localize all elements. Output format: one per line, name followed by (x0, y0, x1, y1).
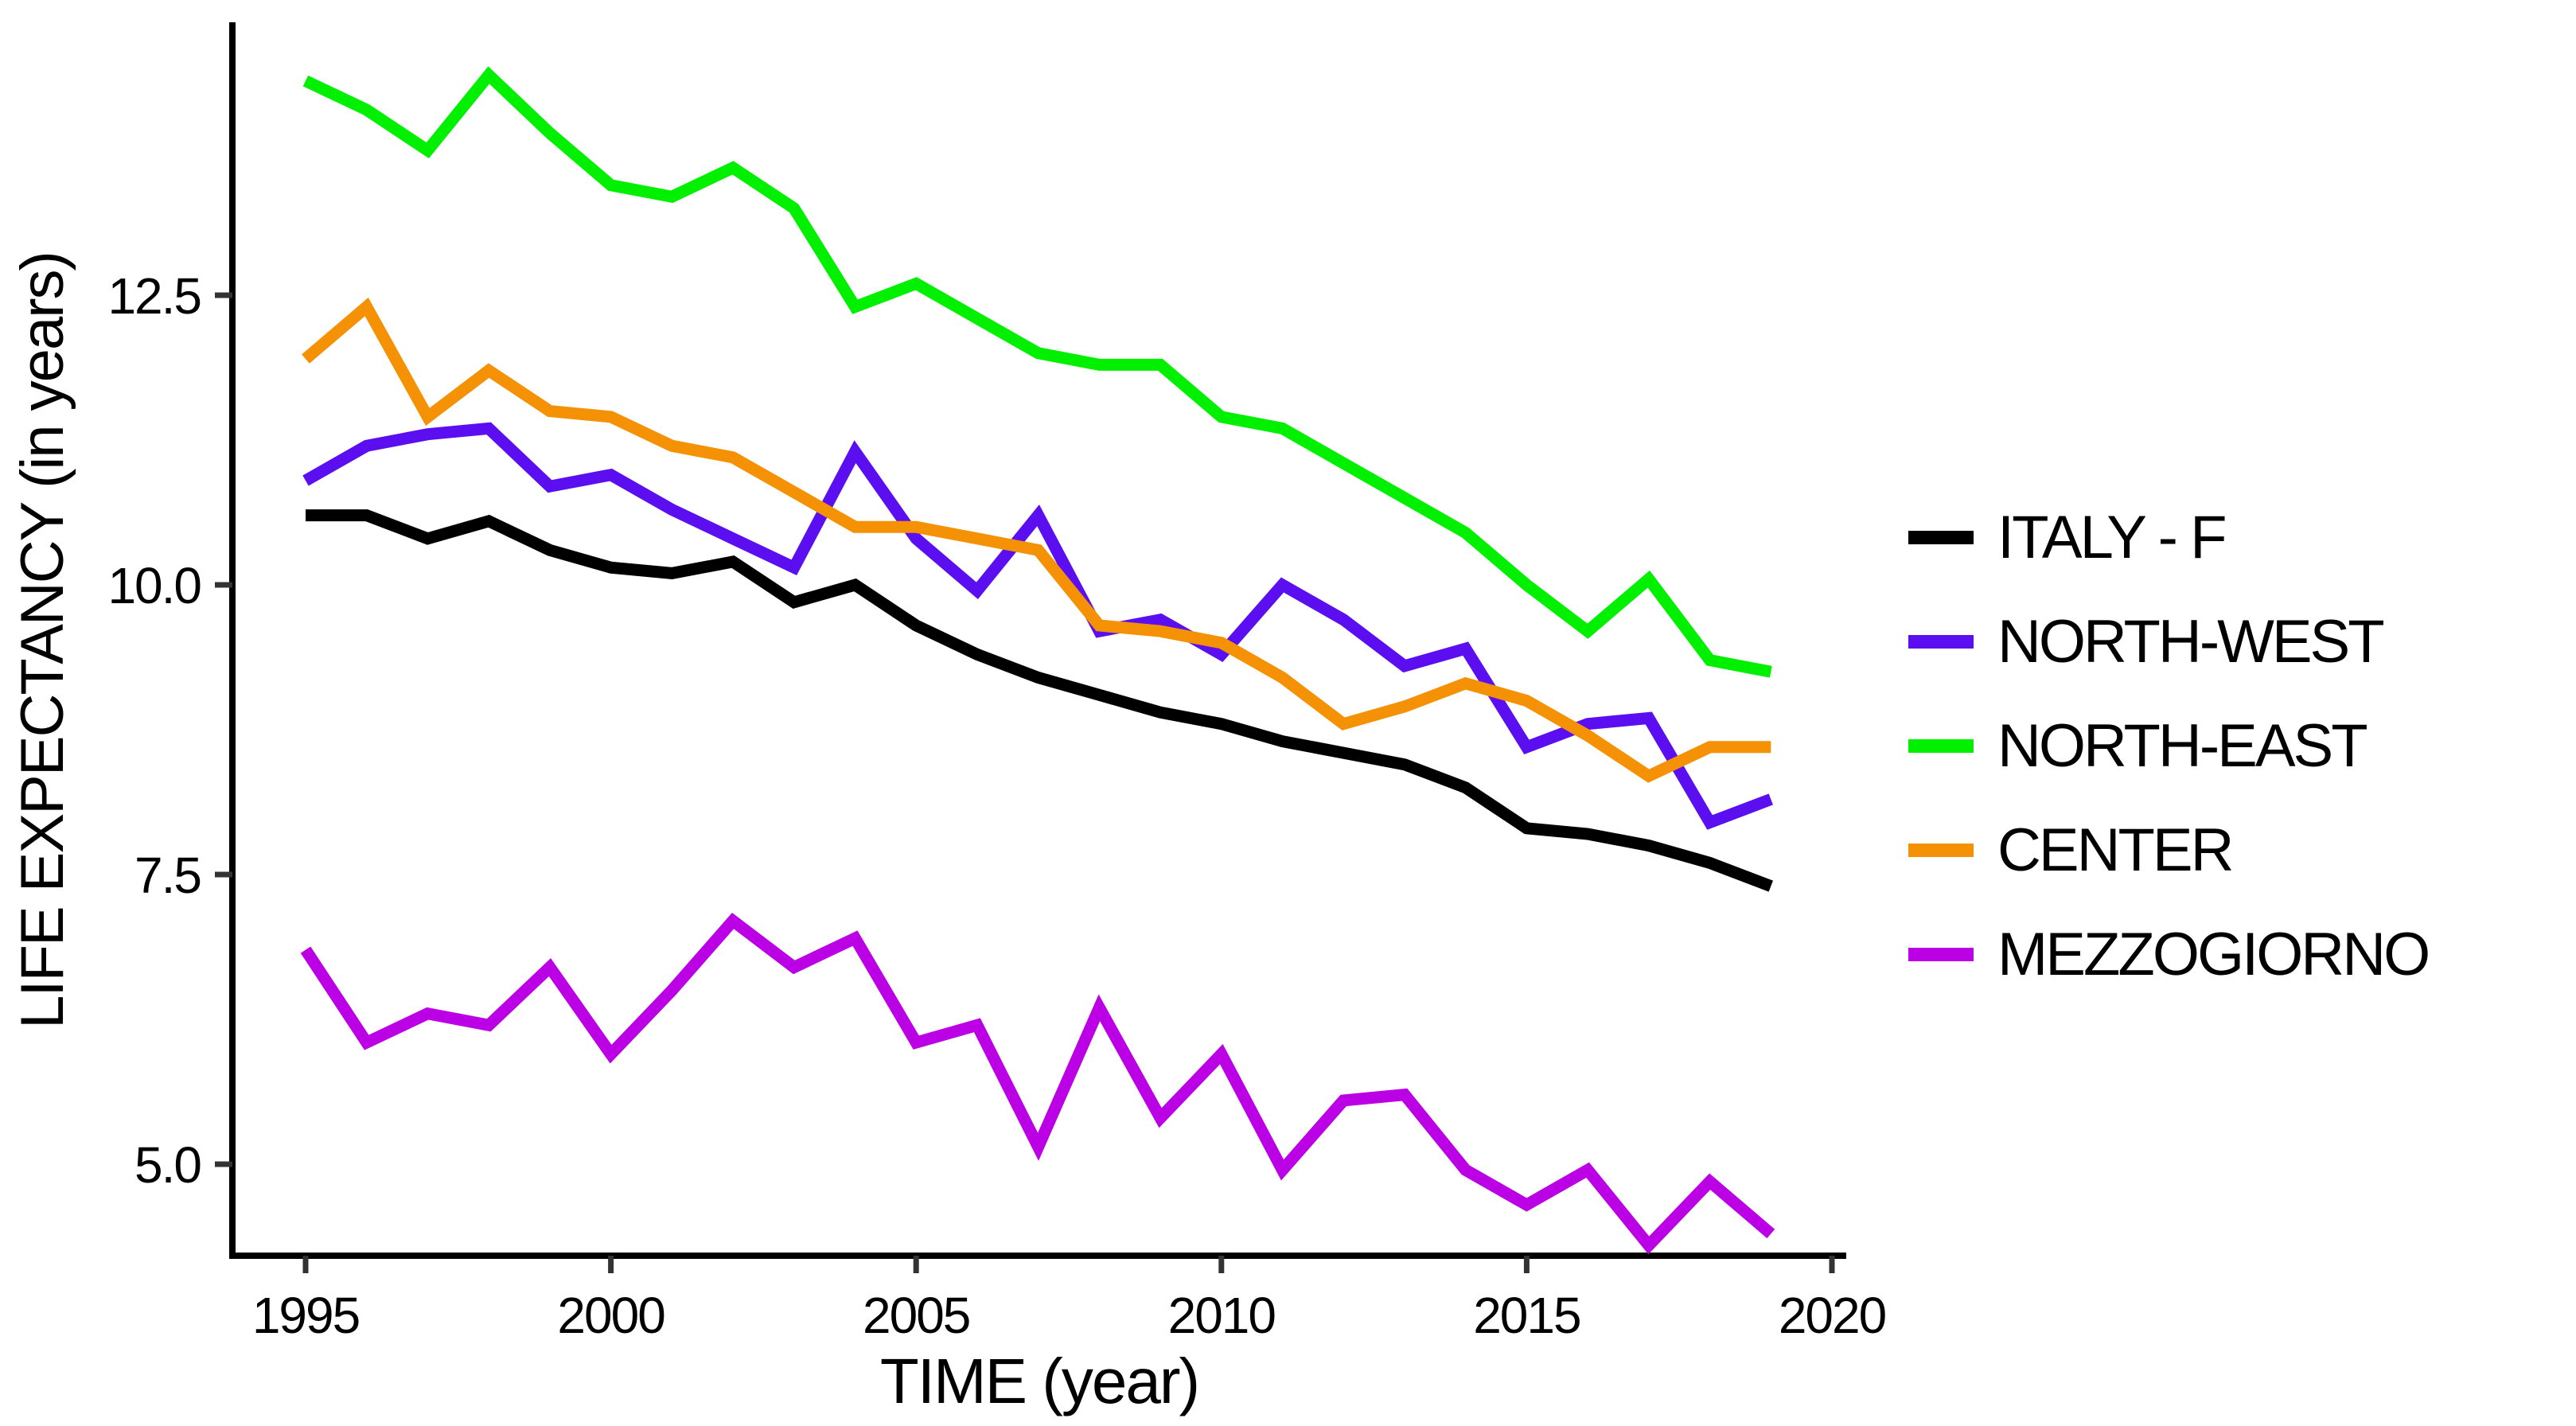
legend-key-swatch (1908, 844, 1974, 857)
series-line-italy-f (306, 509, 1773, 892)
legend: ITALY - F NORTH-WEST NORTH-EAST CENTER M… (1908, 485, 2430, 1007)
legend-key-swatch (1908, 739, 1974, 753)
legend-item: NORTH-WEST (1908, 590, 2428, 694)
legend-key-swatch (1908, 948, 1974, 961)
x-tick-label: 2010 (1168, 1287, 1276, 1344)
x-tick-label: 2020 (1779, 1287, 1886, 1344)
series-lines (300, 66, 1775, 1255)
x-tick-label: 2015 (1473, 1287, 1580, 1344)
axis-tick-labels: 1995 2000 2005 2010 2015 2020 5.0 7.5 10.0 12.5 (107, 267, 1887, 1344)
legend-item: NORTH-EAST (1908, 694, 2428, 798)
legend-item-label: NORTH-WEST (1997, 608, 2385, 676)
legend-key-swatch (1908, 531, 1974, 544)
y-tick-label: 5.0 (134, 1136, 201, 1194)
legend-item: CENTER (1908, 798, 2428, 902)
legend-item: ITALY - F (1908, 485, 2428, 590)
x-tick-label: 2005 (863, 1287, 969, 1344)
axis-ticks (215, 292, 1835, 1273)
legend-item-label: MEZZOGIORNO (1997, 921, 2430, 988)
legend-item-label: NORTH-EAST (1997, 712, 2368, 780)
y-axis-title-text: LIFE EXPECTANCY (in years) (9, 252, 76, 1029)
y-tick-label: 7.5 (134, 847, 201, 904)
series-line-center (302, 297, 1771, 783)
x-tick-label: 2000 (557, 1287, 664, 1344)
series-line-north-east (302, 66, 1772, 678)
axes (229, 22, 1846, 1259)
x-axis-title: TIME (year) (879, 1346, 1200, 1416)
legend-item: MEZZOGIORNO (1908, 902, 2430, 1007)
axis-lines (229, 22, 1846, 1259)
legend-item-label: CENTER (1997, 816, 2234, 884)
legend-item-label: ITALY - F (1997, 504, 2227, 571)
y-tick-label: 10.0 (107, 557, 201, 614)
series-line-north-west (302, 422, 1773, 830)
x-tick-label: 1995 (252, 1287, 359, 1344)
y-tick-label: 12.5 (107, 267, 201, 325)
legend-key-swatch (1908, 635, 1974, 649)
series-line-mezzogiorno (300, 913, 1775, 1255)
